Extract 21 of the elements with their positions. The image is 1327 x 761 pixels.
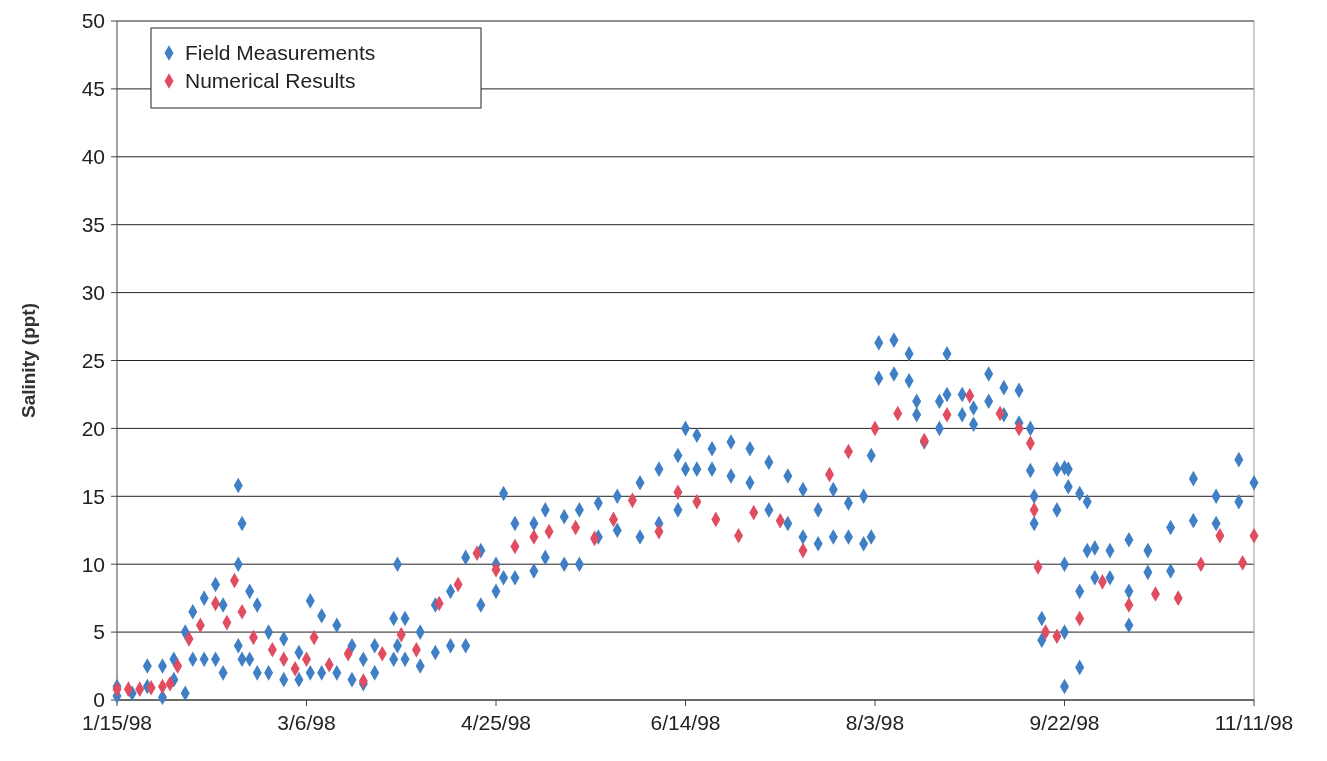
y-tick-label: 45 bbox=[81, 77, 105, 101]
x-tick-label: 11/11/98 bbox=[1214, 711, 1294, 734]
y-tick-label: 10 bbox=[81, 552, 105, 576]
y-tick-label: 5 bbox=[93, 620, 105, 644]
y-tick-label: 40 bbox=[81, 145, 105, 169]
x-tick-label: 6/14/98 bbox=[650, 711, 721, 734]
x-tick-label: 3/6/98 bbox=[277, 711, 336, 734]
x-tick-label: 1/15/98 bbox=[81, 711, 153, 734]
y-axis-title: Salinity (ppt) bbox=[18, 302, 39, 419]
y-tick-label: 35 bbox=[81, 213, 105, 237]
y-tick-label: 25 bbox=[81, 348, 105, 372]
legend-label: Numerical Results bbox=[185, 69, 356, 93]
y-tick-label: 20 bbox=[81, 416, 105, 440]
y-tick-label: 15 bbox=[81, 484, 105, 508]
legend-label: Field Measurements bbox=[185, 41, 376, 65]
y-tick-label: 50 bbox=[81, 9, 105, 33]
x-tick-label: 4/25/98 bbox=[460, 711, 532, 734]
x-tick-label: 8/3/98 bbox=[845, 711, 905, 734]
x-tick-label: 9/22/98 bbox=[1029, 711, 1100, 734]
y-tick-label: 30 bbox=[81, 280, 105, 304]
y-tick-label: 0 bbox=[93, 688, 105, 712]
